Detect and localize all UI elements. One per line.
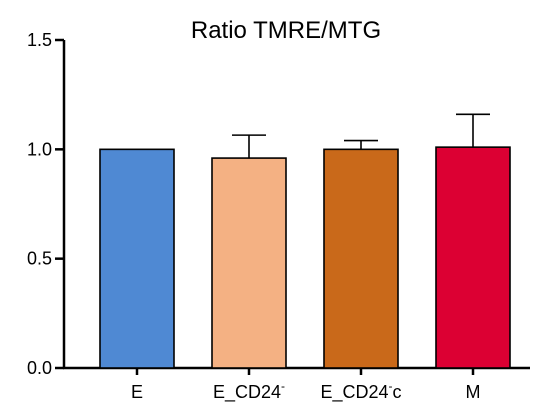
x-tick-label: E <box>131 382 143 402</box>
y-tick-label: 1.5 <box>27 30 52 50</box>
x-tick-label: E_CD24- <box>213 379 285 403</box>
y-tick-labels: 0.0 0.5 1.0 1.5 <box>27 30 52 378</box>
y-tick-label: 0.0 <box>27 358 52 378</box>
x-tick-label: E_CD24-c <box>320 379 401 403</box>
x-tick-label: M <box>466 382 481 402</box>
bar-4 <box>435 146 511 369</box>
error-bars <box>232 113 490 159</box>
bars <box>99 146 511 369</box>
x-tick-labels: E E_CD24- E_CD24-c M <box>131 379 481 403</box>
bar-3 <box>323 148 399 369</box>
y-tick-label: 1.0 <box>27 139 52 159</box>
bar-2 <box>211 157 287 369</box>
bar-1 <box>99 148 175 369</box>
y-tick-label: 0.5 <box>27 249 52 269</box>
chart-title: Ratio TMRE/MTG <box>191 17 381 44</box>
